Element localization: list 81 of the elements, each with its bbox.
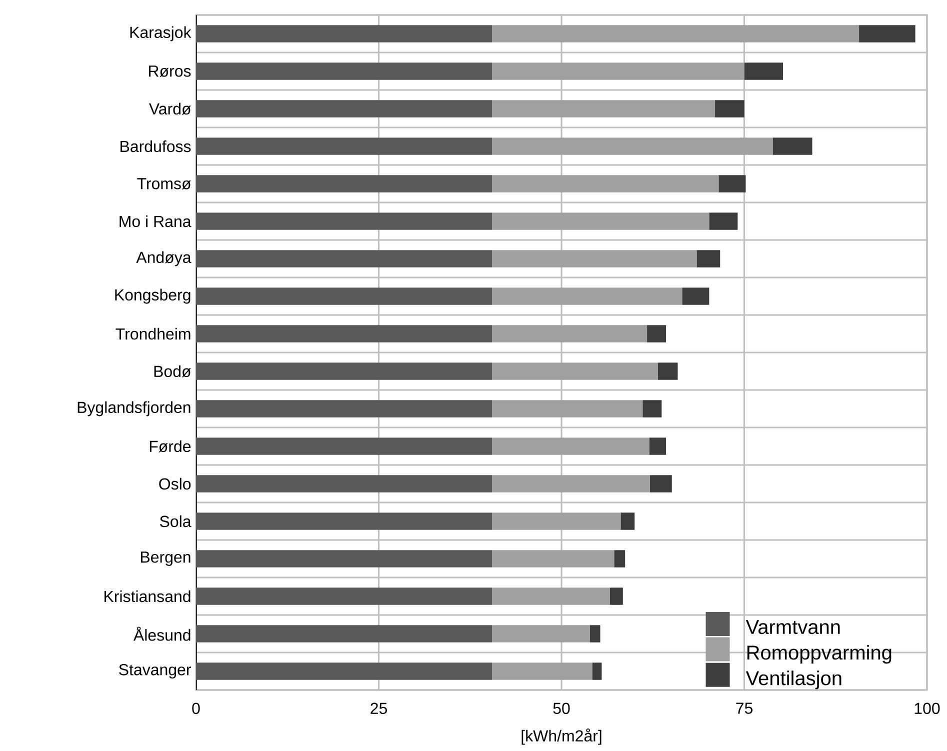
y-tick-label: Oslo bbox=[159, 478, 191, 490]
y-tick-label: Vardø bbox=[148, 102, 191, 115]
bar bbox=[592, 662, 602, 680]
y-tick-label: Trondheim bbox=[116, 328, 190, 340]
x-axis-title: [kWh/m2år] bbox=[522, 728, 602, 745]
bar bbox=[492, 288, 682, 305]
bar bbox=[492, 212, 710, 230]
bar bbox=[196, 475, 492, 492]
bar bbox=[492, 588, 610, 605]
bar bbox=[642, 400, 662, 418]
legend-label: Varmtvann bbox=[746, 620, 840, 634]
bar bbox=[682, 288, 710, 305]
x-tick-label: 100 bbox=[914, 702, 940, 714]
bar bbox=[196, 438, 492, 455]
y-tick-label: Andøya bbox=[136, 251, 192, 266]
bar bbox=[492, 250, 697, 268]
y-tick-label: Røros bbox=[149, 66, 191, 77]
bar bbox=[647, 325, 666, 342]
y-tick-label: Førde bbox=[150, 440, 191, 452]
bar bbox=[649, 438, 666, 455]
bar bbox=[492, 662, 592, 680]
bar bbox=[196, 62, 492, 80]
y-tick-label: Stavanger bbox=[119, 664, 192, 679]
bar bbox=[196, 138, 492, 155]
bar bbox=[196, 25, 492, 42]
y-tick-label: Byglandsfjorden bbox=[78, 401, 190, 416]
y-tick-label: Bodø bbox=[154, 365, 191, 378]
bar bbox=[492, 62, 744, 80]
y-tick-label: Bergen bbox=[141, 552, 190, 566]
bar bbox=[196, 400, 492, 418]
y-tick-label: Sola bbox=[160, 515, 192, 528]
y-tick-label: Tromsø bbox=[137, 178, 191, 190]
bar bbox=[744, 62, 783, 80]
bar bbox=[196, 362, 492, 380]
bar bbox=[610, 588, 623, 605]
bar bbox=[492, 175, 719, 192]
bar bbox=[620, 512, 635, 530]
bar bbox=[696, 250, 720, 268]
bar bbox=[492, 400, 643, 418]
bar bbox=[492, 362, 658, 380]
bar bbox=[709, 212, 738, 230]
bar bbox=[196, 100, 492, 118]
y-tick-label: Bardufoss bbox=[120, 140, 191, 152]
bar bbox=[658, 362, 678, 380]
bar bbox=[859, 25, 916, 42]
bar bbox=[196, 662, 492, 680]
bar bbox=[492, 550, 614, 568]
bar bbox=[492, 475, 650, 492]
bar bbox=[650, 475, 672, 492]
y-tick-label: Mo i Rana bbox=[120, 215, 192, 228]
x-tick-label: 25 bbox=[370, 702, 387, 714]
bar bbox=[715, 100, 744, 118]
bar bbox=[196, 512, 492, 530]
bar bbox=[492, 625, 590, 642]
bar bbox=[492, 438, 650, 455]
bar bbox=[196, 212, 492, 230]
bar bbox=[590, 625, 600, 642]
bar bbox=[492, 138, 773, 155]
bar bbox=[196, 550, 492, 568]
y-tick-label: Kristiansand bbox=[104, 590, 190, 602]
x-tick-label: 75 bbox=[736, 702, 752, 714]
bar bbox=[196, 175, 492, 192]
bar bbox=[492, 512, 621, 530]
bar bbox=[196, 288, 492, 305]
bar bbox=[492, 100, 716, 118]
x-tick-label: 50 bbox=[553, 702, 570, 714]
y-tick-label: Kongsberg bbox=[115, 288, 190, 304]
bar bbox=[196, 250, 492, 268]
y-tick-label: Ålesund bbox=[133, 626, 190, 641]
bar bbox=[196, 325, 492, 342]
bar bbox=[196, 588, 492, 605]
bar bbox=[614, 550, 626, 568]
bar bbox=[492, 325, 648, 342]
bar bbox=[718, 175, 746, 192]
legend-label: Romoppvarming bbox=[747, 645, 892, 664]
legend-label: Ventilasjon bbox=[746, 670, 842, 690]
x-tick-label: 0 bbox=[192, 702, 200, 714]
bar bbox=[492, 25, 860, 42]
y-tick-label: Karasjok bbox=[130, 26, 192, 42]
bar bbox=[772, 138, 812, 155]
bar bbox=[196, 625, 492, 642]
